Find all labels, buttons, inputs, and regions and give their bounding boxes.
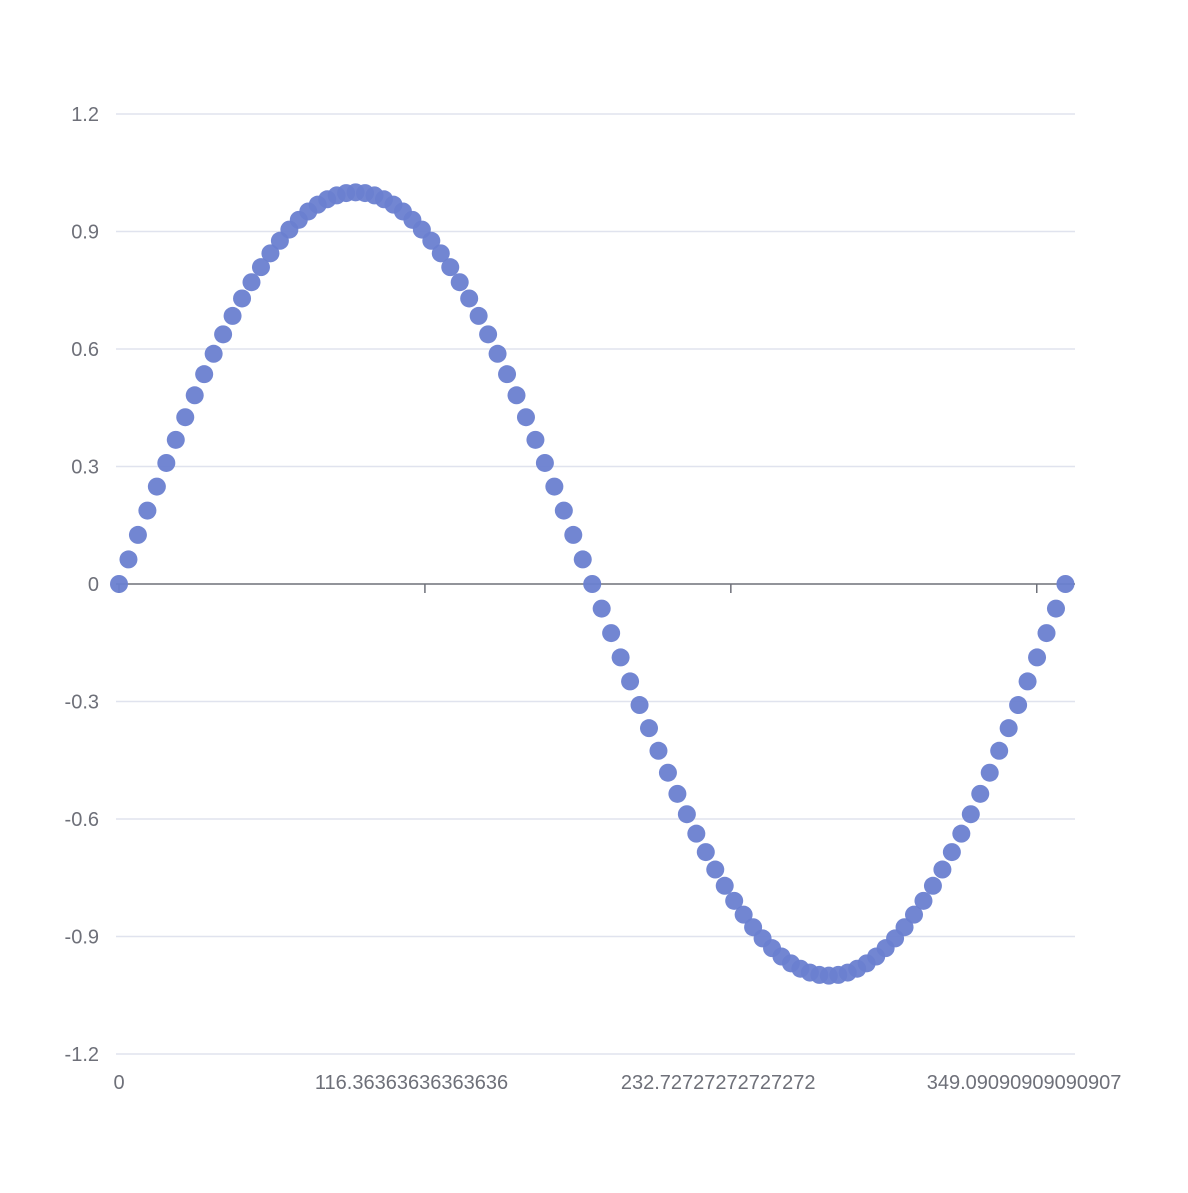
tick-labels: 1.2 0.9 0.6 0.3 0 -0.3 -0.6 -0.9 -1.2 0 116.363636…: [65, 104, 1122, 1094]
data-point: [147, 477, 166, 496]
data-point: [242, 273, 261, 292]
data-point: [602, 624, 621, 643]
data-point: [128, 525, 147, 544]
data-point: [1018, 672, 1037, 691]
data-point: [119, 550, 138, 569]
y-tick-label: -0.3: [65, 692, 99, 714]
y-tick-label: 0.6: [71, 339, 99, 361]
data-point: [999, 719, 1018, 738]
data-point: [233, 289, 252, 308]
x-tick-label: 0: [113, 1072, 124, 1094]
data-point: [914, 891, 933, 910]
data-point: [441, 258, 460, 277]
data-point: [734, 905, 753, 924]
y-tick-label: -1.2: [65, 1044, 99, 1066]
data-point: [687, 824, 706, 843]
data-point: [696, 843, 715, 862]
data-point: [431, 244, 450, 263]
data-point: [535, 453, 554, 472]
data-point: [110, 575, 128, 593]
x-tick-label: 232.72727272727272: [621, 1072, 816, 1094]
data-point: [204, 344, 223, 363]
y-tick-label: -0.9: [65, 927, 99, 949]
data-point: [195, 365, 214, 384]
x-tick-label: 349.09090909090907: [927, 1072, 1122, 1094]
data-point: [479, 325, 498, 344]
data-point: [138, 501, 157, 520]
data-point: [715, 876, 734, 895]
data-point: [990, 741, 1009, 760]
data-point: [952, 824, 971, 843]
data-point: [942, 843, 961, 862]
data-point: [895, 918, 914, 937]
data-point: [923, 876, 942, 895]
data-point: [621, 672, 640, 691]
data-point: [677, 805, 696, 824]
data-point: [157, 453, 176, 472]
data-point: [668, 784, 687, 803]
data-point: [658, 763, 677, 782]
data-point: [706, 860, 725, 879]
data-point: [185, 386, 204, 405]
y-tick-label: 0.3: [71, 457, 99, 479]
data-point: [223, 306, 242, 325]
data-point: [630, 696, 649, 715]
data-point: [980, 763, 999, 782]
data-point: [933, 860, 952, 879]
data-point: [583, 575, 602, 593]
data-point: [1037, 624, 1056, 643]
data-points: [110, 183, 1075, 985]
data-point: [573, 550, 592, 569]
data-point: [422, 231, 441, 250]
data-point: [251, 258, 270, 277]
data-point: [1028, 648, 1047, 667]
data-point: [166, 430, 185, 449]
data-point: [545, 477, 564, 496]
y-tick-label: 0: [88, 574, 99, 596]
data-point: [469, 306, 488, 325]
data-point: [1056, 575, 1075, 593]
data-point: [516, 408, 535, 427]
data-point: [611, 648, 630, 667]
data-point: [460, 289, 479, 308]
data-point: [971, 784, 990, 803]
data-point: [1009, 696, 1028, 715]
data-point: [554, 501, 573, 520]
y-tick-label: 0.9: [71, 222, 99, 244]
grid-lines: [116, 113, 1075, 1055]
data-point: [214, 325, 233, 344]
data-point: [592, 599, 611, 618]
data-point: [725, 891, 744, 910]
data-point: [564, 525, 583, 544]
x-tick-label: 116.36363636363636: [315, 1072, 508, 1094]
data-point: [640, 719, 659, 738]
data-point: [507, 386, 526, 405]
data-point: [961, 805, 980, 824]
data-point: [261, 244, 280, 263]
data-point: [498, 365, 517, 384]
data-point: [526, 430, 545, 449]
data-point: [450, 273, 469, 292]
data-point: [488, 344, 507, 363]
y-tick-label: -0.6: [65, 809, 99, 831]
y-tick-label: 1.2: [71, 104, 99, 126]
data-point: [1046, 599, 1065, 618]
data-point: [176, 408, 195, 427]
data-point: [649, 741, 668, 760]
data-point: [905, 905, 924, 924]
